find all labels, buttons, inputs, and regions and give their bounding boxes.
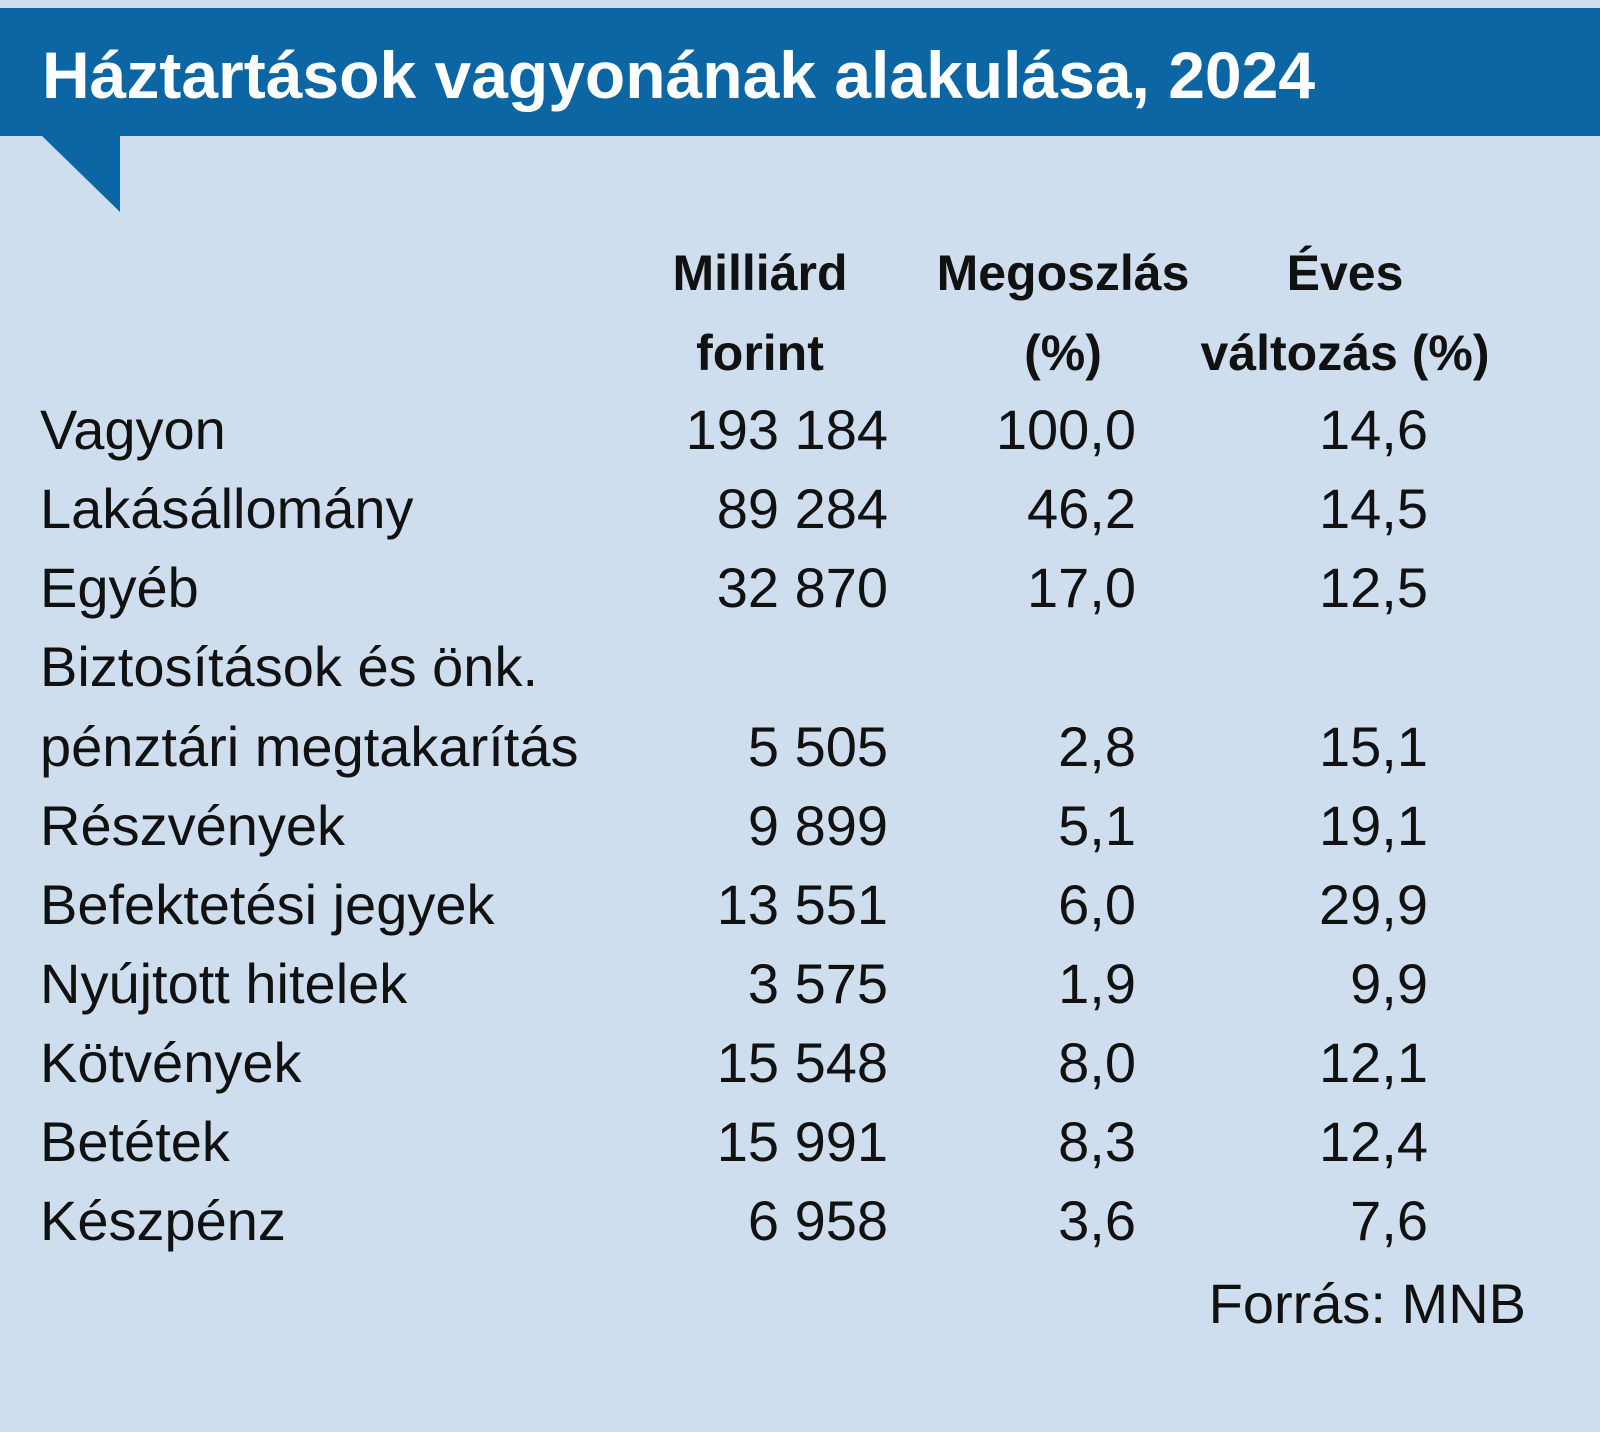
- row-label: Biztosítások és önk.: [40, 635, 539, 698]
- title-bar: [0, 8, 1600, 136]
- row-label: Egyéb: [40, 556, 199, 619]
- cell-value: 8,0: [1058, 1031, 1136, 1094]
- tab-triangle: [40, 134, 120, 212]
- cell-value: 7,6: [1350, 1189, 1428, 1252]
- cell-value: 9,9: [1350, 952, 1428, 1015]
- row-label: Betétek: [40, 1110, 230, 1173]
- cell-value: 6 958: [747, 1189, 888, 1252]
- cell-value: 5 505: [747, 715, 888, 778]
- row-label: Készpénz: [40, 1189, 286, 1252]
- row-label: Részvények: [40, 794, 346, 857]
- cell-value: 15,1: [1319, 715, 1428, 778]
- row-label: pénztári megtakarítás: [40, 715, 579, 778]
- cell-value: 9 899: [747, 794, 888, 857]
- cell-value: 17,0: [1027, 556, 1136, 619]
- cell-value: 6,0: [1058, 873, 1136, 936]
- cell-value: 15 991: [716, 1110, 888, 1173]
- row-label: Befektetési jegyek: [40, 873, 495, 936]
- cell-value: 1,9: [1058, 952, 1136, 1015]
- cell-value: 3,6: [1058, 1189, 1136, 1252]
- cell-value: 32 870: [716, 556, 888, 619]
- cell-value: 15 548: [716, 1031, 888, 1094]
- row-label: Nyújtott hitelek: [40, 952, 408, 1015]
- column-header: (%): [1024, 325, 1102, 381]
- cell-value: 14,6: [1319, 398, 1428, 461]
- cell-value: 13 551: [716, 873, 888, 936]
- cell-value: 100,0: [995, 398, 1136, 461]
- cell-value: 12,1: [1319, 1031, 1428, 1094]
- cell-value: 19,1: [1319, 794, 1428, 857]
- row-label: Kötvények: [40, 1031, 302, 1094]
- cell-value: 14,5: [1319, 477, 1428, 540]
- title: Háztartások vagyonának alakulása, 2024: [42, 38, 1316, 112]
- column-header: változás (%): [1200, 325, 1490, 381]
- column-header: forint: [696, 325, 824, 381]
- cell-value: 8,3: [1058, 1110, 1136, 1173]
- cell-value: 3 575: [747, 952, 888, 1015]
- column-header: Milliárd: [672, 245, 848, 301]
- row-label: Vagyon: [40, 398, 226, 461]
- cell-value: 12,5: [1319, 556, 1428, 619]
- cell-value: 89 284: [716, 477, 888, 540]
- column-header: Megoszlás: [936, 245, 1190, 301]
- cell-value: 29,9: [1319, 873, 1428, 936]
- title-tab: [40, 134, 120, 212]
- cell-value: 2,8: [1058, 715, 1136, 778]
- cell-value: 193 184: [685, 398, 888, 461]
- cell-value: 5,1: [1058, 794, 1136, 857]
- column-header: Éves: [1286, 245, 1404, 301]
- source: Forrás: MNB: [1208, 1272, 1526, 1335]
- cell-value: 12,4: [1319, 1110, 1428, 1173]
- row-label: Lakásállomány: [40, 477, 414, 540]
- cell-value: 46,2: [1027, 477, 1136, 540]
